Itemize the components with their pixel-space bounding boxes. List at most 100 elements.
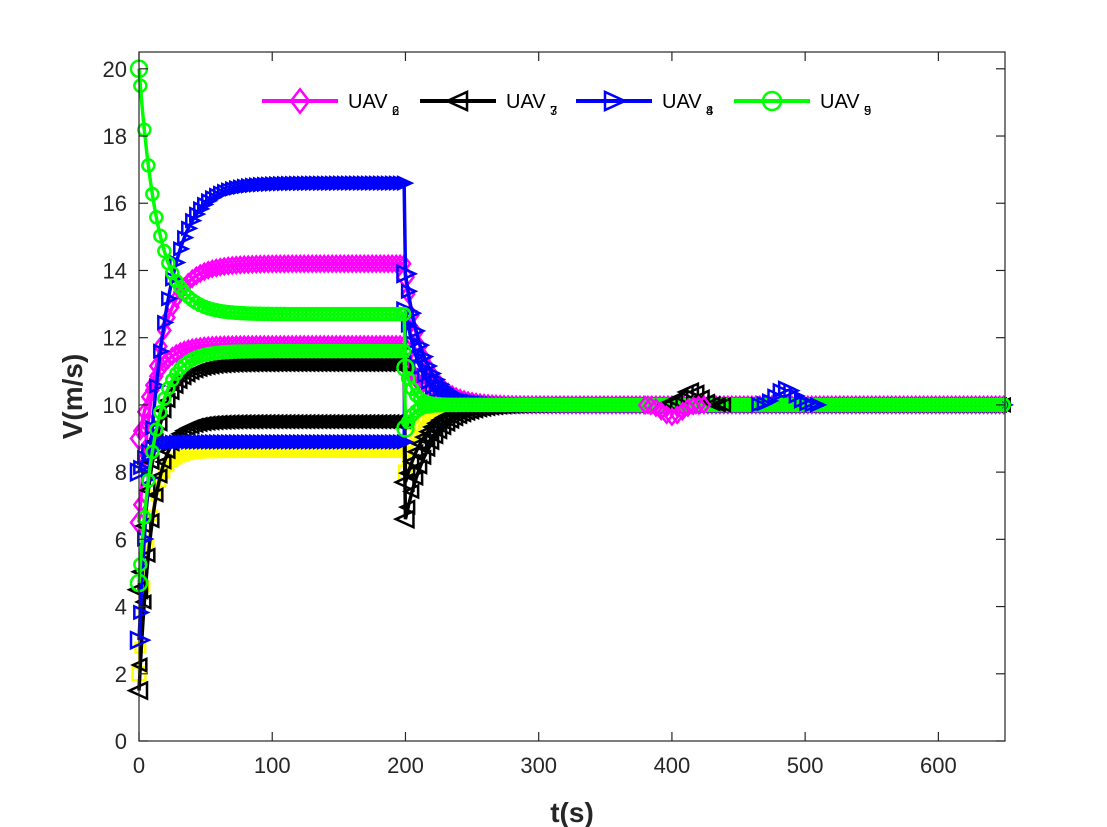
data-point [162, 384, 180, 401]
y-tick-label: 16 [103, 191, 127, 216]
data-point [196, 261, 212, 282]
data-point [248, 177, 267, 193]
data-point [380, 175, 399, 192]
data-point [177, 285, 192, 300]
data-point [169, 254, 187, 271]
legend-label: UAV [662, 91, 702, 113]
data-point [405, 443, 424, 460]
data-point [316, 175, 335, 192]
data-point [225, 433, 243, 450]
data-point [348, 175, 367, 192]
data-point [783, 382, 801, 399]
data-point [408, 348, 427, 365]
data-point [276, 433, 295, 450]
data-point [233, 433, 251, 450]
data-point [288, 175, 307, 192]
data-point [130, 657, 148, 673]
data-point [401, 453, 420, 470]
data-point [336, 433, 355, 450]
data-point [409, 435, 428, 452]
data-point [137, 510, 152, 525]
legend-subscript-overlap: 6 [392, 103, 399, 118]
data-point [157, 243, 172, 259]
data-point [213, 433, 231, 450]
data-point [288, 433, 307, 450]
data-point [788, 388, 807, 404]
data-point [308, 175, 327, 192]
data-point [173, 240, 191, 257]
data-point [316, 433, 335, 450]
data-point [197, 196, 215, 213]
data-point [400, 317, 419, 334]
data-point [372, 433, 391, 450]
data-point [416, 348, 435, 365]
data-point [799, 395, 817, 412]
data-point [356, 433, 375, 450]
data-point [134, 594, 152, 610]
data-point [260, 176, 279, 193]
legend-subscript-overlap: 8 [706, 103, 713, 118]
y-tick-label: 12 [103, 326, 127, 351]
legend: UAV 26 UAV 37 UAV 48 UAV 59 [262, 87, 871, 118]
y-tick-label: 20 [103, 57, 127, 82]
data-point [126, 579, 149, 600]
data-point [276, 175, 295, 192]
data-point [197, 433, 215, 450]
data-point [320, 433, 339, 450]
data-point [637, 395, 653, 415]
data-point [177, 434, 195, 450]
x-tick-label: 100 [254, 753, 291, 778]
data-point [669, 405, 685, 425]
data-point [201, 433, 219, 450]
disturbance-1 [655, 381, 732, 413]
data-point [376, 433, 395, 450]
data-point [256, 176, 275, 193]
x-axis-label: t(s) [550, 797, 594, 827]
data-point [388, 175, 407, 192]
data-point [205, 433, 223, 450]
disturbance-2 [751, 380, 828, 413]
legend-subscript: 5 [864, 103, 871, 118]
data-point [142, 512, 160, 529]
data-point [396, 419, 415, 438]
data-point [133, 459, 151, 476]
data-point [152, 359, 168, 380]
data-point [675, 401, 691, 421]
legend-entry-1: UAV 26 [262, 87, 399, 118]
data-point [690, 395, 707, 415]
x-tick-label: 600 [920, 753, 957, 778]
data-point [340, 433, 359, 450]
data-point [256, 433, 275, 450]
y-tick-label: 0 [115, 729, 127, 754]
data-point [308, 433, 327, 450]
data-point [141, 158, 156, 173]
data-point [145, 186, 160, 202]
data-point [284, 175, 303, 192]
x-tick-label: 500 [787, 753, 824, 778]
y-tick-label: 8 [115, 460, 127, 485]
data-point [767, 388, 785, 404]
data-point [145, 444, 160, 460]
axes: 0 100 200 300 400 500 600 0 2 4 6 8 10 12 14 16 18 20 t(s)… [57, 51, 1006, 827]
data-point [136, 401, 152, 422]
data-point [268, 433, 287, 450]
data-point [360, 433, 379, 450]
data-point [129, 462, 152, 483]
data-point [161, 290, 179, 307]
data-point [137, 531, 155, 548]
data-point [332, 175, 351, 192]
data-point [344, 433, 363, 450]
data-point [348, 433, 367, 450]
y-tick-label: 10 [103, 393, 127, 418]
data-point [217, 433, 235, 450]
data-point [417, 441, 436, 458]
legend-subscript: 2 [392, 103, 399, 118]
data-point [240, 433, 259, 450]
data-point [364, 433, 383, 450]
disturbance-3 [637, 395, 712, 427]
data-point [252, 433, 271, 450]
data-point [244, 433, 263, 450]
data-point [372, 175, 391, 192]
data-point [260, 433, 279, 450]
data-point [336, 175, 355, 192]
